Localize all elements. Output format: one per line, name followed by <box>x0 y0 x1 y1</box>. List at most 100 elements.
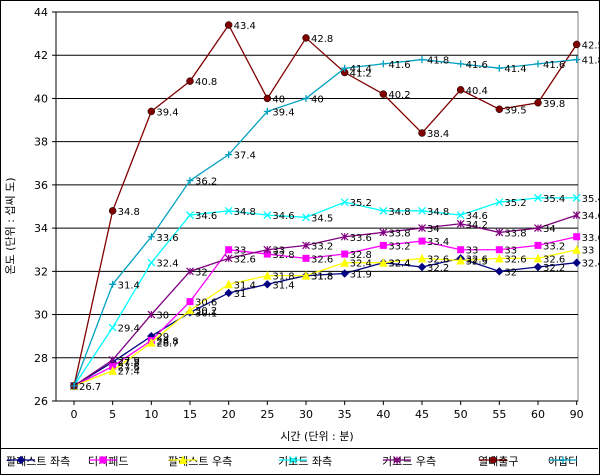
legend-label: 터치패드 <box>88 455 129 468</box>
y-axis-ticks: 26 28 30 32 34 36 38 40 42 44 <box>34 6 57 408</box>
data-label: 28.8 <box>156 336 178 347</box>
line-chart: 26 28 30 32 34 36 38 40 42 44 0 5 10 15 20 25 30 35 40 45 5… <box>4 6 600 443</box>
y-tick-label: 34 <box>34 222 48 235</box>
data-label: 32.5 <box>466 257 488 268</box>
x-tick-label: 55 <box>492 408 506 421</box>
data-point <box>263 211 272 220</box>
data-point <box>457 246 465 254</box>
y-tick-label: 36 <box>34 179 48 192</box>
x-tick-label: 60 <box>531 408 545 421</box>
y-tick-label: 38 <box>34 136 48 149</box>
data-point <box>178 455 188 464</box>
data-label: 32.6 <box>543 254 565 265</box>
data-label: 33.2 <box>311 241 333 252</box>
data-label: 32.6 <box>311 254 333 265</box>
data-label: 31.4 <box>272 280 294 291</box>
legend-swatch <box>549 456 577 464</box>
data-point <box>225 246 233 254</box>
data-point <box>302 213 310 222</box>
data-label: 40.4 <box>466 86 488 97</box>
x-tick-label: 40 <box>376 408 390 421</box>
data-label: 41.6 <box>388 60 410 71</box>
data-label: 33 <box>466 246 479 257</box>
legend-item: 아답터 <box>548 453 578 469</box>
data-label: 31.8 <box>311 272 333 283</box>
y-tick-label: 32 <box>34 265 48 278</box>
data-point <box>572 211 581 220</box>
data-label: 31.8 <box>311 272 333 283</box>
data-point <box>534 224 542 233</box>
x-tick-label: 45 <box>415 408 429 421</box>
data-point <box>108 366 117 375</box>
data-point <box>224 21 233 29</box>
data-point <box>301 271 311 280</box>
data-label: 29 <box>156 332 169 343</box>
data-point <box>302 34 310 42</box>
data-point <box>418 129 426 137</box>
data-point <box>417 262 427 272</box>
data-label: 40.8 <box>195 77 217 88</box>
data-label: 35.4 <box>582 194 600 205</box>
data-point <box>418 56 426 64</box>
data-label: 39.8 <box>543 99 565 110</box>
data-label: 32.4 <box>582 259 600 270</box>
data-label: 37.4 <box>234 151 256 162</box>
data-label: 34.6 <box>272 211 294 222</box>
data-label: 41.2 <box>350 69 372 80</box>
data-point <box>559 456 567 464</box>
data-point <box>495 267 504 276</box>
data-point <box>108 207 117 215</box>
legend-item: 팔레스트 우측 <box>168 453 232 469</box>
data-point <box>533 262 543 272</box>
data-label: 34.6 <box>582 211 600 222</box>
data-label: 41.4 <box>504 64 526 75</box>
legend-label: 열배출구 <box>478 455 519 468</box>
data-label: 39.4 <box>156 107 178 118</box>
series-4 <box>70 193 581 390</box>
data-point <box>340 269 349 278</box>
data-point <box>418 224 426 233</box>
data-label: 33.8 <box>388 228 410 239</box>
data-label: 31.9 <box>350 269 372 280</box>
data-point <box>186 267 194 276</box>
data-point <box>572 40 581 49</box>
data-label: 32.4 <box>156 259 178 270</box>
data-label: 32.4 <box>388 259 410 270</box>
data-point <box>263 107 271 115</box>
data-label: 33.4 <box>427 237 449 248</box>
data-point <box>572 258 581 267</box>
data-point <box>573 233 581 241</box>
data-label: 41.4 <box>350 64 372 75</box>
data-label: 41.6 <box>543 60 565 71</box>
data-point <box>302 241 310 250</box>
data-point <box>340 232 349 241</box>
data-point <box>289 456 297 464</box>
data-point <box>379 241 387 249</box>
data-label: 34.6 <box>466 211 488 222</box>
data-label: 27.9 <box>118 356 140 367</box>
data-label: 33.6 <box>350 233 372 244</box>
data-point <box>572 245 581 254</box>
data-point <box>147 310 156 319</box>
legend-item: 터치패드 <box>88 453 128 469</box>
data-point <box>263 271 272 280</box>
data-label: 34.8 <box>234 207 256 218</box>
series-line <box>73 58 577 387</box>
data-label: 32.6 <box>234 254 256 265</box>
x-tick-label: 35 <box>338 408 352 421</box>
data-label: 35.2 <box>350 198 372 209</box>
data-point <box>99 456 107 464</box>
data-label: 33 <box>234 246 247 257</box>
x-axis-title: 시간 (단위 : 분) <box>280 430 353 443</box>
data-point <box>186 77 194 85</box>
data-point <box>186 211 194 220</box>
data-label: 39.4 <box>272 107 294 118</box>
data-point <box>495 198 504 207</box>
x-tick-label: 15 <box>183 408 197 421</box>
legend-item: 키보드 좌측 <box>278 453 332 469</box>
data-label: 31 <box>234 289 247 300</box>
series-line <box>73 197 577 387</box>
data-label: 34.2 <box>466 220 488 231</box>
